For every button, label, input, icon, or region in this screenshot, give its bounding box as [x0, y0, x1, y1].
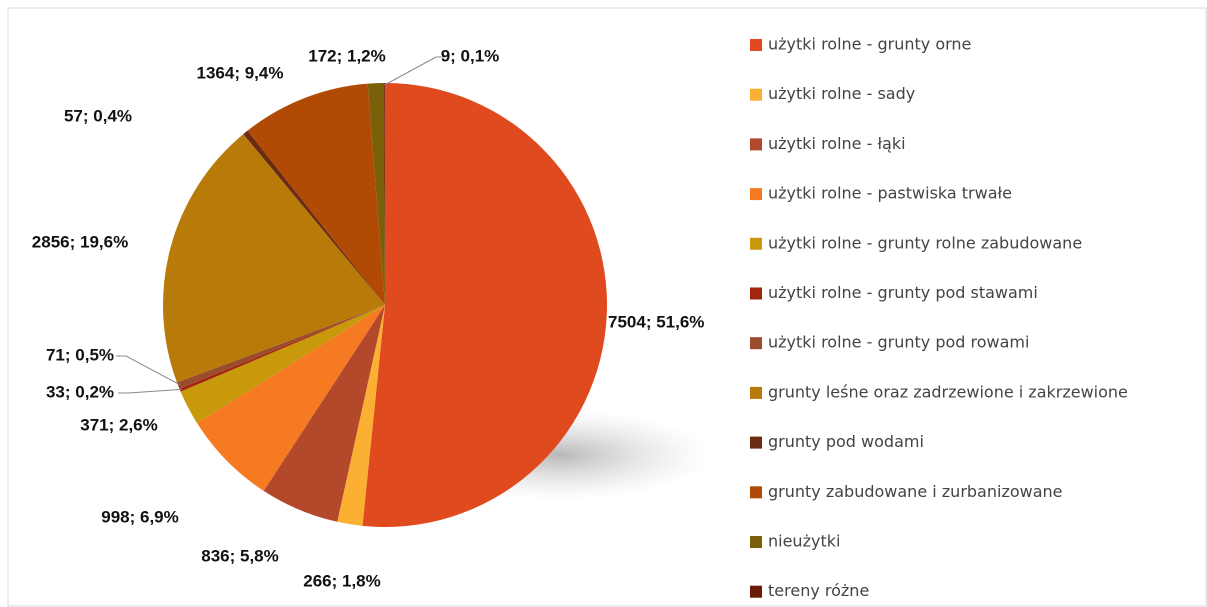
leader-line	[118, 388, 182, 394]
legend-swatch	[750, 287, 762, 300]
data-label: 836; 5,8%	[201, 546, 279, 565]
data-label: 71; 0,5%	[46, 345, 114, 364]
pie-slice	[180, 305, 385, 424]
data-label: 33; 0,2%	[46, 382, 114, 401]
pie-slice	[197, 305, 385, 491]
pie-slice	[179, 305, 385, 392]
legend-swatch	[750, 237, 762, 250]
pie-slice	[337, 305, 385, 526]
legend-swatch	[750, 138, 762, 151]
pie-slice	[243, 130, 385, 305]
legend-swatch	[750, 436, 762, 449]
legend-label: użytki rolne - łąki	[768, 134, 906, 153]
legend-label: grunty pod wodami	[768, 432, 924, 451]
pie-slice	[176, 305, 385, 389]
legend-swatch	[750, 188, 762, 201]
legend-label: użytki rolne - sady	[768, 84, 915, 103]
legend-swatch	[750, 39, 762, 51]
pie-slice	[384, 83, 385, 305]
legend-label: nieużytki	[768, 532, 840, 551]
pie-slice	[247, 83, 385, 305]
leader-line	[116, 355, 181, 386]
data-label: 172; 1,2%	[308, 46, 386, 65]
legend-swatch	[750, 337, 762, 350]
data-label: 57; 0,4%	[64, 106, 132, 125]
data-label: 7504; 51,6%	[608, 312, 704, 331]
legend-label: grunty leśne oraz zadrzewione i zakrzewi…	[768, 382, 1128, 401]
legend-swatch	[750, 536, 762, 548]
data-label: 1364; 9,4%	[197, 63, 284, 82]
legend-label: tereny różne	[768, 581, 869, 600]
pie-slice	[367, 83, 385, 305]
data-label: 9; 0,1%	[441, 46, 500, 65]
legend-label: użytki rolne - grunty rolne zabudowane	[768, 233, 1082, 252]
pie-slice	[163, 134, 385, 383]
legend-label: użytki rolne - pastwiska trwałe	[768, 184, 1012, 203]
legend-swatch	[750, 486, 762, 499]
legend-label: użytki rolne - grunty pod stawami	[768, 283, 1038, 302]
data-label: 2856; 19,6%	[32, 232, 128, 251]
leader-line	[384, 56, 444, 86]
legend-label: użytki rolne - grunty pod rowami	[768, 333, 1029, 352]
pie-slice	[362, 83, 607, 527]
legend-label: grunty zabudowane i zurbanizowane	[768, 482, 1063, 501]
data-label: 371; 2,6%	[80, 415, 158, 434]
pie-slice	[263, 305, 385, 522]
data-label: 266; 1,8%	[303, 571, 381, 590]
data-label: 998; 6,9%	[101, 507, 179, 526]
legend-swatch	[750, 585, 762, 598]
legend-swatch	[750, 88, 762, 101]
legend-swatch	[750, 386, 762, 399]
legend-label: użytki rolne - grunty orne	[768, 35, 971, 54]
